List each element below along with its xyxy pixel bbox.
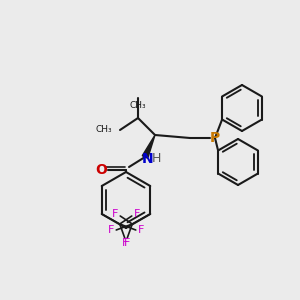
Text: O: O bbox=[95, 163, 107, 177]
Text: CH₃: CH₃ bbox=[95, 125, 112, 134]
Text: F: F bbox=[122, 238, 128, 248]
Text: F: F bbox=[124, 238, 130, 248]
Text: F: F bbox=[138, 225, 144, 235]
Text: P: P bbox=[210, 131, 220, 145]
Text: F: F bbox=[112, 209, 119, 219]
Text: H: H bbox=[151, 152, 161, 166]
Text: CH₃: CH₃ bbox=[130, 101, 146, 110]
Text: F: F bbox=[134, 209, 140, 219]
Polygon shape bbox=[142, 135, 155, 158]
Text: F: F bbox=[108, 225, 114, 235]
Text: N: N bbox=[142, 152, 154, 166]
